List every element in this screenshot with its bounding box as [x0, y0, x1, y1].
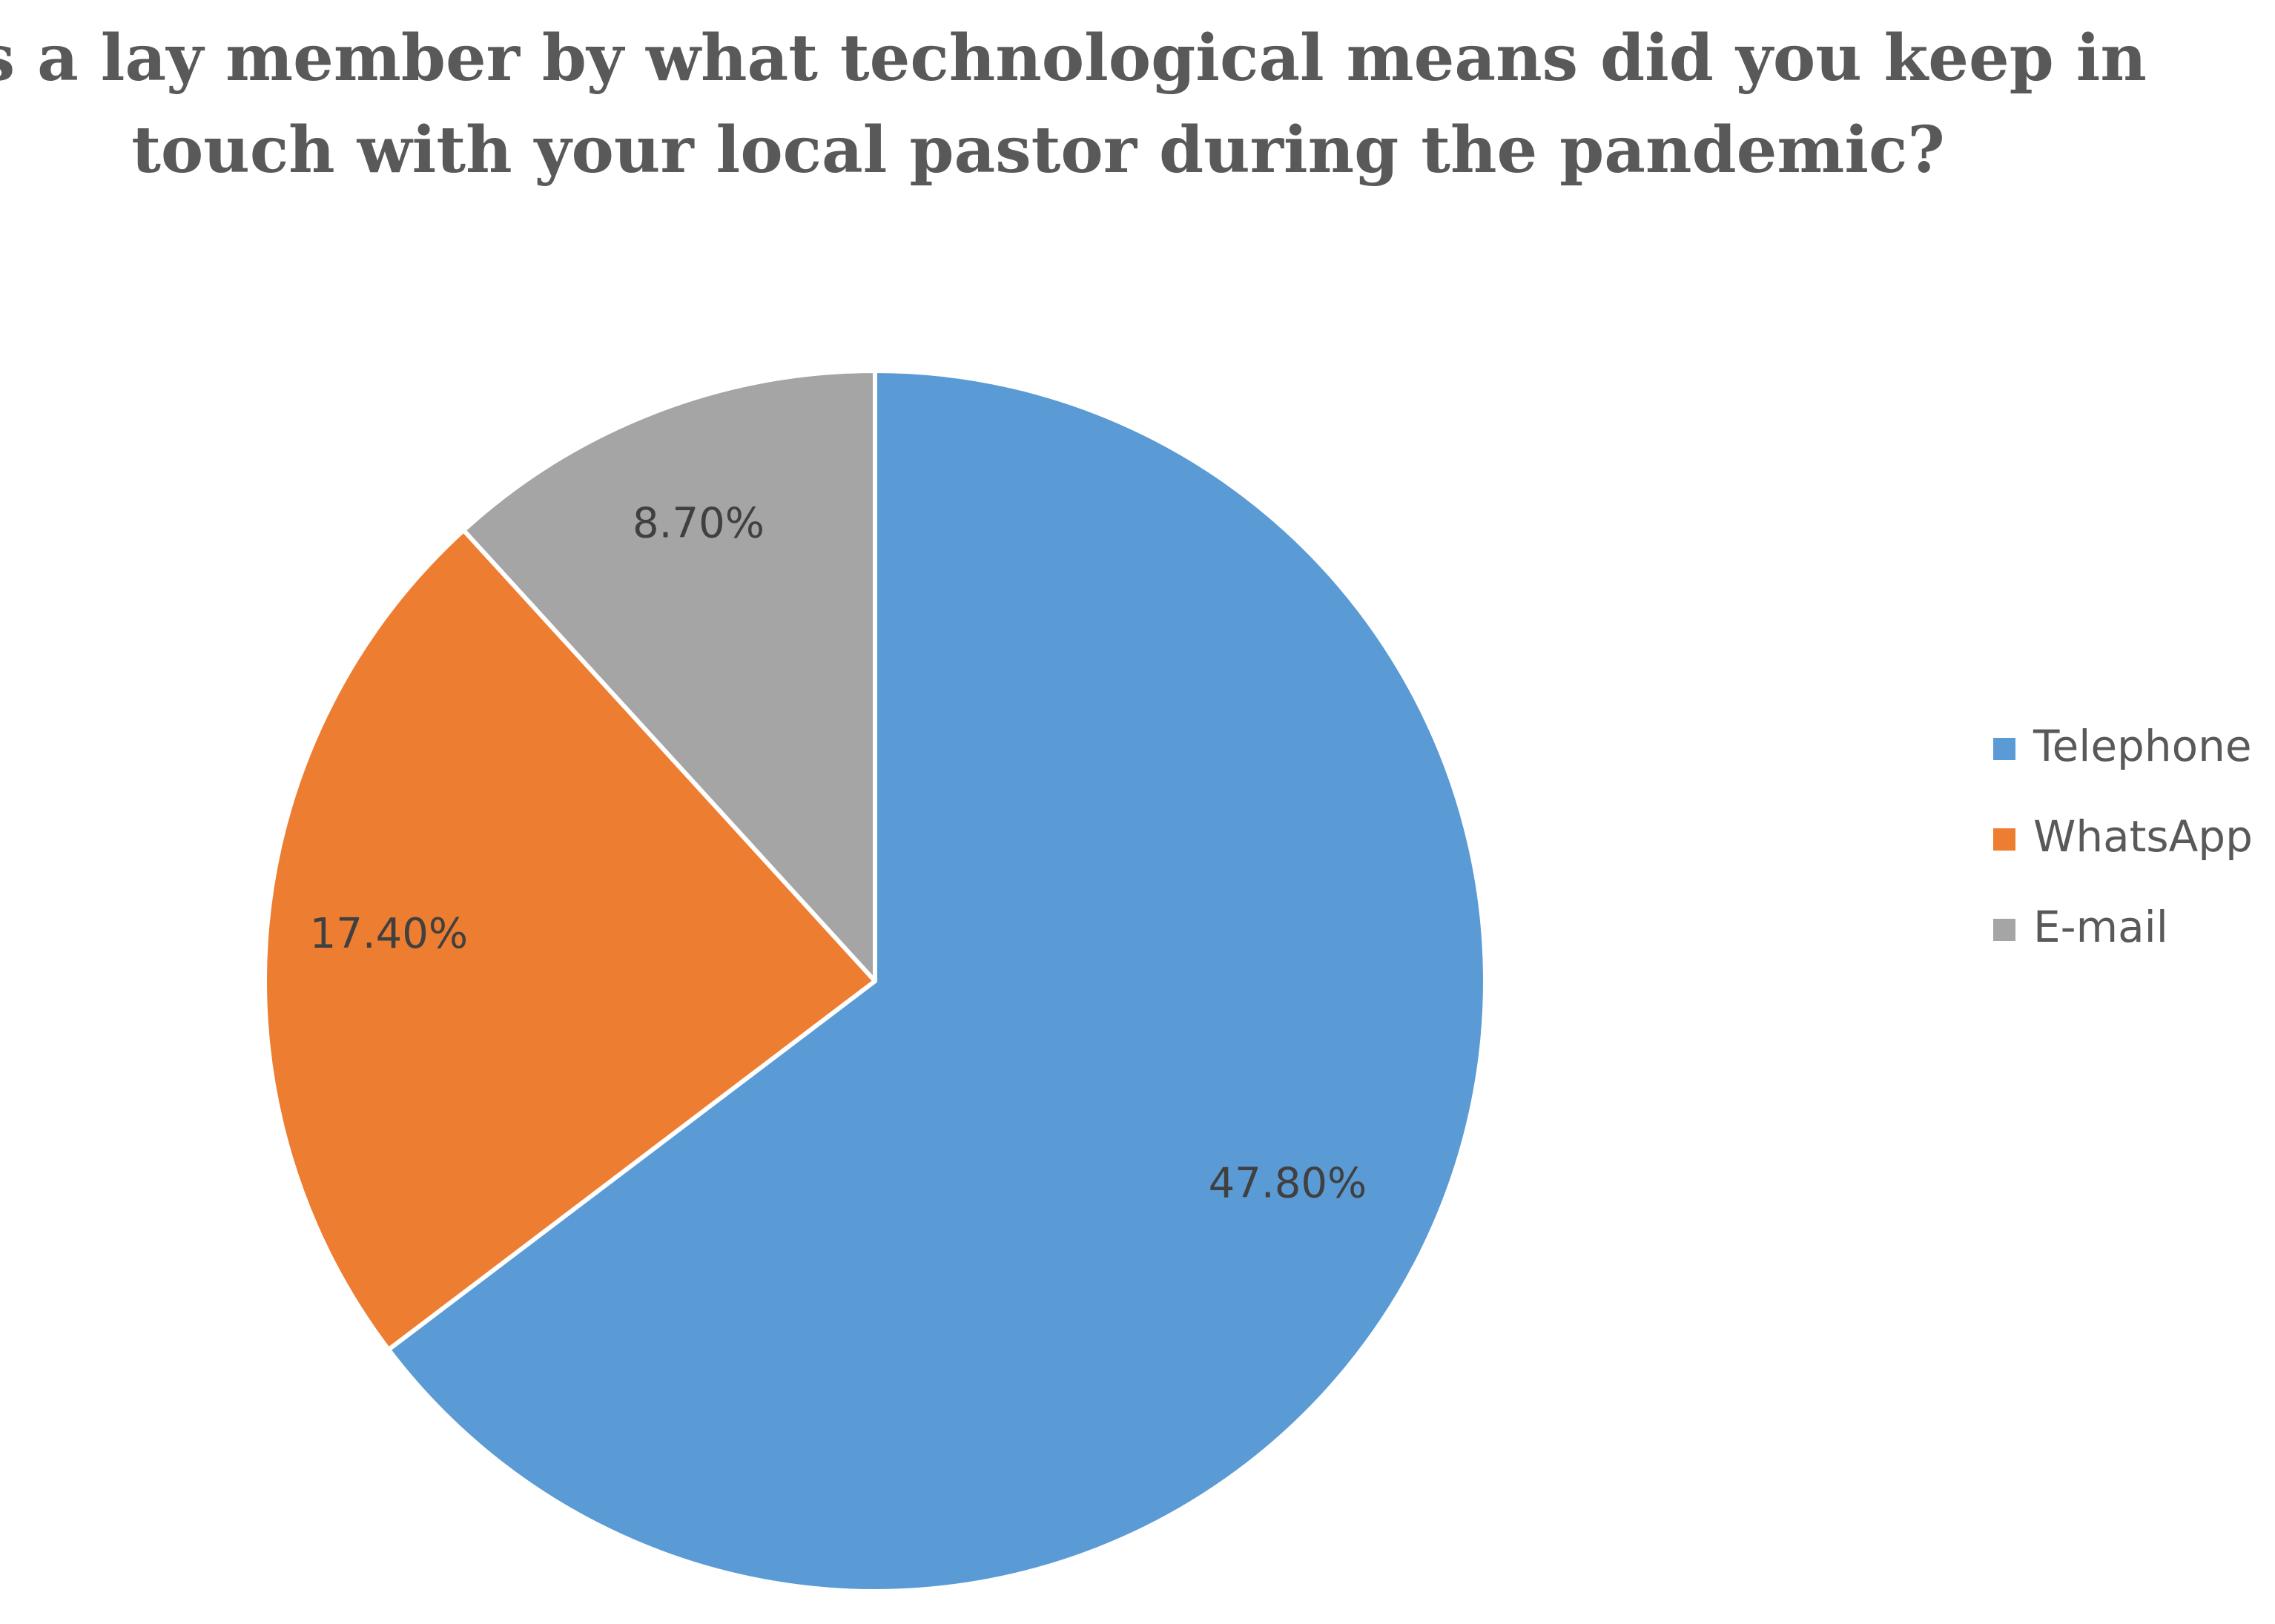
- legend-label-whatsapp: WhatsApp: [2033, 811, 2253, 862]
- pie-slice-whatsapp: [262, 528, 877, 1352]
- pie-slice-telephone: [386, 369, 1488, 1594]
- pie-slice-e-mail: [461, 369, 877, 983]
- data-label-e-mail: 8.70%: [633, 499, 765, 547]
- data-label-telephone: 47.80%: [1209, 1160, 1367, 1208]
- legend-swatch-whatsapp: [1993, 828, 2015, 851]
- legend-label-telephone: Telephone: [2033, 721, 2252, 771]
- data-label-whatsapp: 17.40%: [310, 910, 469, 958]
- chart-title-line-2: touch with your local pastor during the …: [131, 113, 1945, 188]
- legend-label-e-mail: E-mail: [2033, 902, 2168, 952]
- pie-data-labels: 47.80% 17.40% 8.70%: [310, 499, 1367, 1207]
- legend-swatch-e-mail: [1993, 919, 2015, 941]
- legend-swatch-telephone: [1993, 738, 2015, 760]
- legend: Telephone WhatsApp E-mail: [1993, 721, 2253, 952]
- chart-title-line-1: As a lay member by what technological me…: [0, 21, 2147, 96]
- pie-slices: [262, 369, 1488, 1594]
